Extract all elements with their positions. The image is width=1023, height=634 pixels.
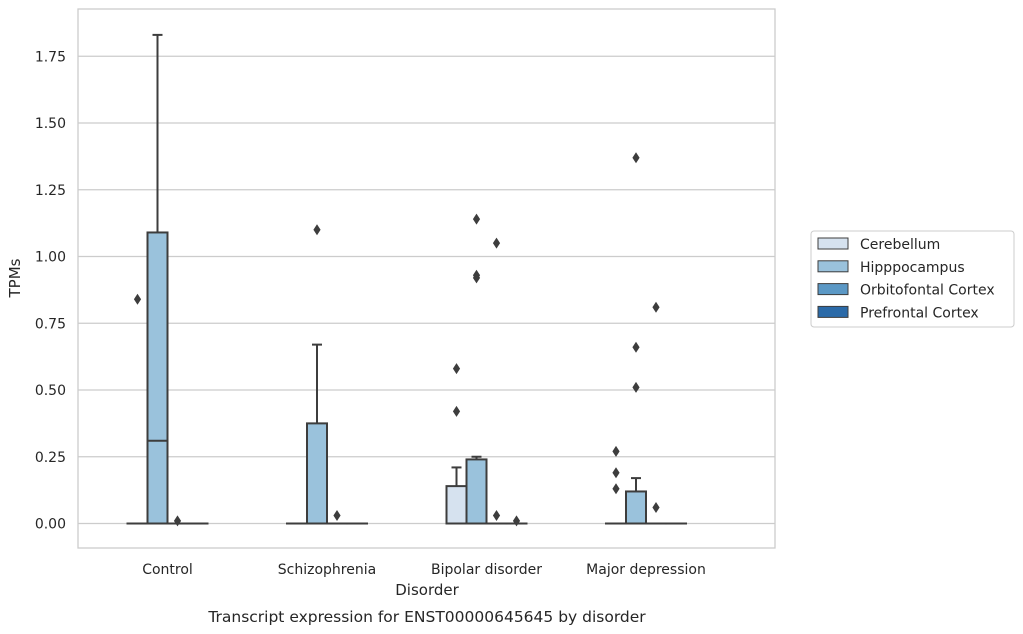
grid-lines <box>78 55 775 525</box>
box-0-0 <box>126 293 149 525</box>
legend-frame <box>810 230 1015 328</box>
outlier-point <box>652 301 660 313</box>
box-body <box>625 490 647 525</box>
box-1-2 <box>465 213 488 525</box>
box-1-1 <box>306 224 328 525</box>
legend-swatch <box>817 305 849 318</box>
box-2-3 <box>645 301 667 525</box>
box-body <box>306 422 328 525</box>
box-2-1 <box>326 509 348 525</box>
outlier-point <box>173 515 182 527</box>
legend: Cerebellum Hipppocampus Orbitofontal Corte… <box>810 230 1015 328</box>
box-2-2 <box>485 237 508 525</box>
legend-swatch <box>817 237 849 250</box>
y-tick-labels: 0.00 0.25 0.50 0.75 1.00 1.25 1.50 1.75 <box>35 49 66 532</box>
legend-label: Hipppocampus <box>860 260 965 276</box>
outlier-point <box>492 509 501 521</box>
outlier-point <box>472 269 481 281</box>
chart-caption: Transcript expression for ENST0000064564… <box>207 608 646 626</box>
outlier-point <box>512 515 521 527</box>
y-tick-label: 0.00 <box>35 517 66 533</box>
box-body <box>445 485 468 525</box>
x-tick-label: Major depression <box>586 562 706 578</box>
y-tick-label: 1.25 <box>35 183 66 199</box>
legend-label: Prefrontal Cortex <box>860 305 979 321</box>
plot-frame <box>77 8 776 549</box>
legend-label: Orbitofontal Cortex <box>860 283 995 299</box>
box-0-2 <box>445 363 468 525</box>
x-tick-label: Bipolar disorder <box>431 562 542 578</box>
legend-label: Cerebellum <box>860 237 940 253</box>
outlier-point <box>313 224 321 236</box>
y-tick-label: 1.00 <box>35 250 66 266</box>
y-tick-label: 0.50 <box>35 383 66 399</box>
box-1-3 <box>625 152 647 525</box>
x-tick-label: Schizophrenia <box>278 562 376 578</box>
outlier-point <box>492 237 501 249</box>
legend-swatch <box>817 260 849 273</box>
x-tick-label: Control <box>142 562 193 578</box>
outlier-point <box>133 293 142 305</box>
box-body <box>146 231 169 525</box>
x-tick-labels: Control Schizophrenia Bipolar disorder Majo… <box>142 562 706 578</box>
outlier-point <box>632 341 640 353</box>
y-tick-label: 1.50 <box>35 116 66 132</box>
outlier-point <box>612 445 620 457</box>
x-axis-title: Disorder <box>395 581 459 599</box>
outlier-point <box>612 483 620 495</box>
y-tick-label: 0.75 <box>35 316 66 332</box>
outlier-point <box>632 381 640 393</box>
y-tick-label: 0.25 <box>35 450 66 466</box>
outlier-point <box>472 213 481 225</box>
outlier-point <box>333 509 341 521</box>
y-axis-title: TPMs <box>6 258 24 298</box>
outlier-point <box>452 405 461 417</box>
outlier-point <box>452 363 461 375</box>
y-tick-label: 1.75 <box>35 49 66 65</box>
outlier-point <box>652 501 660 513</box>
outlier-point <box>612 467 620 479</box>
box-body <box>465 458 488 525</box>
box-2-0 <box>166 515 189 527</box>
box-0-3 <box>605 445 627 525</box>
box-3-2 <box>505 515 528 527</box>
legend-swatch <box>817 283 849 296</box>
box-1-0 <box>146 33 169 525</box>
box-plot-series <box>126 33 687 527</box>
outlier-point <box>632 152 640 164</box>
